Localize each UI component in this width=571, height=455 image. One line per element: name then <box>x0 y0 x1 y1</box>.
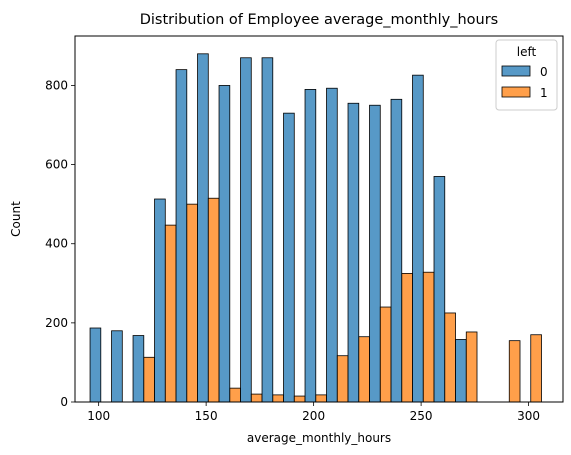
bar-series-1-bin-19 <box>508 340 521 403</box>
bar-series-0-bin-17 <box>455 339 467 403</box>
bar-series-1-bin-15 <box>422 271 435 403</box>
bar-series-1-bin-20 <box>530 334 542 403</box>
bar-series-1-bin-16 <box>444 312 456 403</box>
y-axis-label: Count <box>9 201 23 237</box>
bar-series-0-bin-3 <box>154 198 166 403</box>
x-tick-label-0: 100 <box>87 409 110 423</box>
bar-series-1-bin-7 <box>250 393 263 403</box>
bar-series-0-bin-14 <box>390 98 403 403</box>
x-axis-label: average_monthly_hours <box>247 431 391 445</box>
legend-swatch-0 <box>501 65 531 77</box>
legend-label-0: 0 <box>540 65 548 79</box>
bar-series-1-bin-3 <box>164 224 177 403</box>
bar-series-1-bin-4 <box>186 203 198 403</box>
y-tick-label-1: 200 <box>45 316 68 330</box>
bar-series-0-bin-11 <box>326 87 338 403</box>
x-tick-label-2: 200 <box>302 409 325 423</box>
bar-series-0-bin-9 <box>283 112 295 403</box>
bar-series-1-bin-6 <box>229 387 241 403</box>
bar-series-0-bin-4 <box>175 69 188 403</box>
bar-series-0-bin-15 <box>412 74 424 403</box>
x-tick-label-4: 300 <box>517 409 540 423</box>
bar-series-0-bin-13 <box>369 104 381 403</box>
legend-title: left <box>517 45 537 59</box>
y-tick-label-4: 800 <box>45 78 68 92</box>
bar-series-0-bin-6 <box>218 85 231 403</box>
chart-title: Distribution of Employee average_monthly… <box>140 12 499 28</box>
bar-series-1-bin-11 <box>336 355 349 403</box>
bar-series-0-bin-7 <box>240 57 252 403</box>
bar-series-1-bin-9 <box>293 395 306 403</box>
bar-series-0-bin-8 <box>261 57 274 403</box>
x-tick-label-1: 150 <box>195 409 218 423</box>
plot-frame <box>74 35 564 403</box>
bar-series-1-bin-14 <box>401 273 413 403</box>
bar-series-1-bin-2 <box>143 356 155 403</box>
legend: left 0 1 <box>495 39 558 111</box>
x-axis: 100 150 200 250 300 <box>87 402 540 423</box>
bar-series-0-bin-2 <box>132 335 145 403</box>
bar-series-1-bin-8 <box>272 394 284 403</box>
bar-series-0-bin-5 <box>197 53 209 403</box>
bar-series-0-bin-0 <box>89 327 102 403</box>
bar-series-0-bin-1 <box>111 330 123 403</box>
legend-swatch-1 <box>501 86 531 98</box>
bar-series-0-bin-16 <box>433 176 446 403</box>
bar-series-0-bin-12 <box>347 102 360 403</box>
bar-series-1-bin-10 <box>315 394 327 403</box>
legend-label-1: 1 <box>540 86 548 100</box>
x-tick-label-3: 250 <box>410 409 433 423</box>
bar-series-1-bin-5 <box>207 197 220 403</box>
bars <box>89 53 542 403</box>
y-tick-label-0: 0 <box>60 395 68 409</box>
y-tick-label-2: 400 <box>45 237 68 251</box>
bar-series-1-bin-13 <box>379 306 392 403</box>
y-tick-label-3: 600 <box>45 158 68 172</box>
bar-series-0-bin-10 <box>304 89 317 403</box>
bar-series-1-bin-17 <box>465 331 478 403</box>
bar-series-1-bin-12 <box>358 336 370 403</box>
y-axis: 0 200 400 600 800 <box>45 78 75 409</box>
